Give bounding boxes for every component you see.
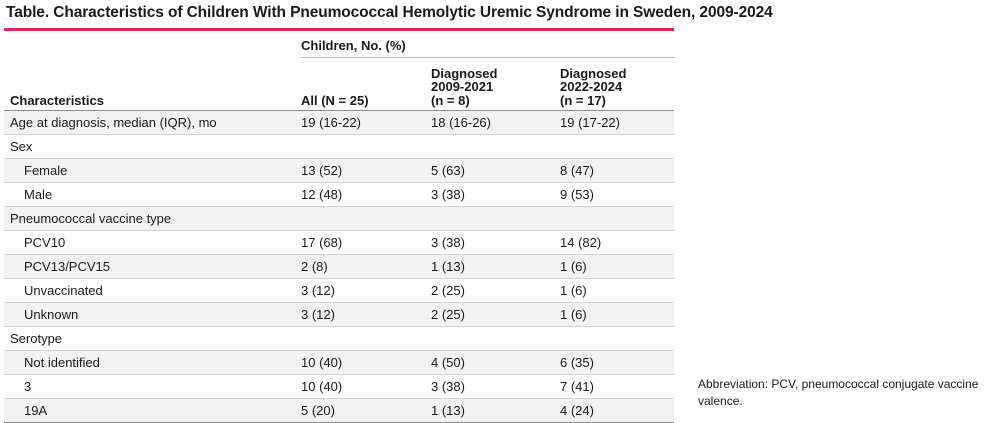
row-label: Unvaccinated [4,278,295,303]
column-group-row: Children, No. (%) [4,31,674,59]
column-header-line: All (N = 25) [301,92,369,108]
table-row: Not identified 10 (40) 4 (50) 6 (35) [4,350,674,375]
table-cell: 1 (6) [554,302,674,327]
table-cell: 1 (13) [425,398,554,423]
row-label: Unknown [4,302,295,327]
column-header-line: Diagnosed [560,65,627,81]
table-cell: 10 (40) [295,350,425,375]
column-group-header: Children, No. (%) [295,31,674,59]
table-cell: 7 (41) [554,374,674,399]
table-row: Unknown 3 (12) 2 (25) 1 (6) [4,302,674,327]
table-cell: 4 (50) [425,350,554,375]
table-cell: 18 (16-26) [425,110,554,135]
table-row: 3 10 (40) 3 (38) 7 (41) [4,374,674,399]
table-cell: 9 (53) [554,182,674,207]
table-body: Age at diagnosis, median (IQR), mo 19 (16… [4,110,674,423]
table-footnote: Abbreviation: PCV, pneumococcal conjugat… [698,377,979,408]
row-label: Male [4,182,295,207]
table-cell: 3 (12) [295,302,425,327]
column-group-label: Children, No. (%) [301,38,674,58]
table-row: Serotype [4,326,674,351]
table-cell: 6 (35) [554,350,674,375]
table-cell: 1 (13) [425,254,554,279]
table-cell [554,206,674,231]
table-cell [425,206,554,231]
row-label: Not identified [4,350,295,375]
table-cell [554,326,674,351]
table-row: Pneumococcal vaccine type [4,206,674,231]
table-cell: 5 (63) [425,158,554,183]
header-all: All (N = 25) [295,59,425,111]
table-cell [554,134,674,159]
table-cell: 1 (6) [554,254,674,279]
table-cell: 3 (38) [425,182,554,207]
table-title: Table. Characteristics of Children With … [4,2,773,31]
table-cell: 3 (38) [425,230,554,255]
table-cell [425,326,554,351]
table-cell: 12 (48) [295,182,425,207]
row-label: 19A [4,398,295,423]
table-cell [295,206,425,231]
table-cell [295,326,425,351]
table-cell: 2 (25) [425,302,554,327]
table-cell [425,134,554,159]
row-label: Sex [4,134,295,159]
table-row: Female 13 (52) 5 (63) 8 (47) [4,158,674,183]
table-row: 19A 5 (20) 1 (13) 4 (24) [4,398,674,423]
table-cell: 3 (38) [425,374,554,399]
table-header: Children, No. (%) Characteristics All (N … [4,31,674,111]
table-cell: 17 (68) [295,230,425,255]
table-cell: 1 (6) [554,278,674,303]
characteristics-table: Children, No. (%) Characteristics All (N … [4,31,674,423]
group-spacer [4,31,295,59]
row-label: Pneumococcal vaccine type [4,206,295,231]
table-cell: 19 (16-22) [295,110,425,135]
table-cell: 10 (40) [295,374,425,399]
table-cell: 19 (17-22) [554,110,674,135]
row-label: Female [4,158,295,183]
column-header-line: Diagnosed [431,65,498,81]
column-header-line: Characteristics [10,92,104,108]
table-cell: 2 (8) [295,254,425,279]
column-header-row: Characteristics All (N = 25) Diagnosed 2009… [4,59,674,111]
row-label: PCV10 [4,230,295,255]
row-label: Serotype [4,326,295,351]
table-row: Sex [4,134,674,159]
table-row: PCV13/PCV15 2 (8) 1 (13) 1 (6) [4,254,674,279]
header-characteristics: Characteristics [4,59,295,111]
row-label: PCV13/PCV15 [4,254,295,279]
column-header-line: (n = 17) [560,92,606,108]
table-row: Male 12 (48) 3 (38) 9 (53) [4,182,674,207]
header-diagnosed-2009-2021: Diagnosed 2009-2021 (n = 8) [425,59,554,111]
table-row: Unvaccinated 3 (12) 2 (25) 1 (6) [4,278,674,303]
column-header-line: (n = 8) [431,92,470,108]
column-header-line: 2009-2021 [431,79,494,94]
table-cell: 13 (52) [295,158,425,183]
row-label: Age at diagnosis, median (IQR), mo [4,110,295,135]
table-cell [295,134,425,159]
header-diagnosed-2022-2024: Diagnosed 2022-2024 (n = 17) [554,59,674,111]
table-cell: 8 (47) [554,158,674,183]
table-cell: 14 (82) [554,230,674,255]
table-cell: 4 (24) [554,398,674,423]
column-header-line: 2022-2024 [560,79,623,94]
row-label: 3 [4,374,295,399]
table-row: PCV10 17 (68) 3 (38) 14 (82) [4,230,674,255]
table-container: Table. Characteristics of Children With … [4,2,773,423]
table-cell: 5 (20) [295,398,425,423]
table-cell: 2 (25) [425,278,554,303]
table-row: Age at diagnosis, median (IQR), mo 19 (16… [4,110,674,135]
table-cell: 3 (12) [295,278,425,303]
